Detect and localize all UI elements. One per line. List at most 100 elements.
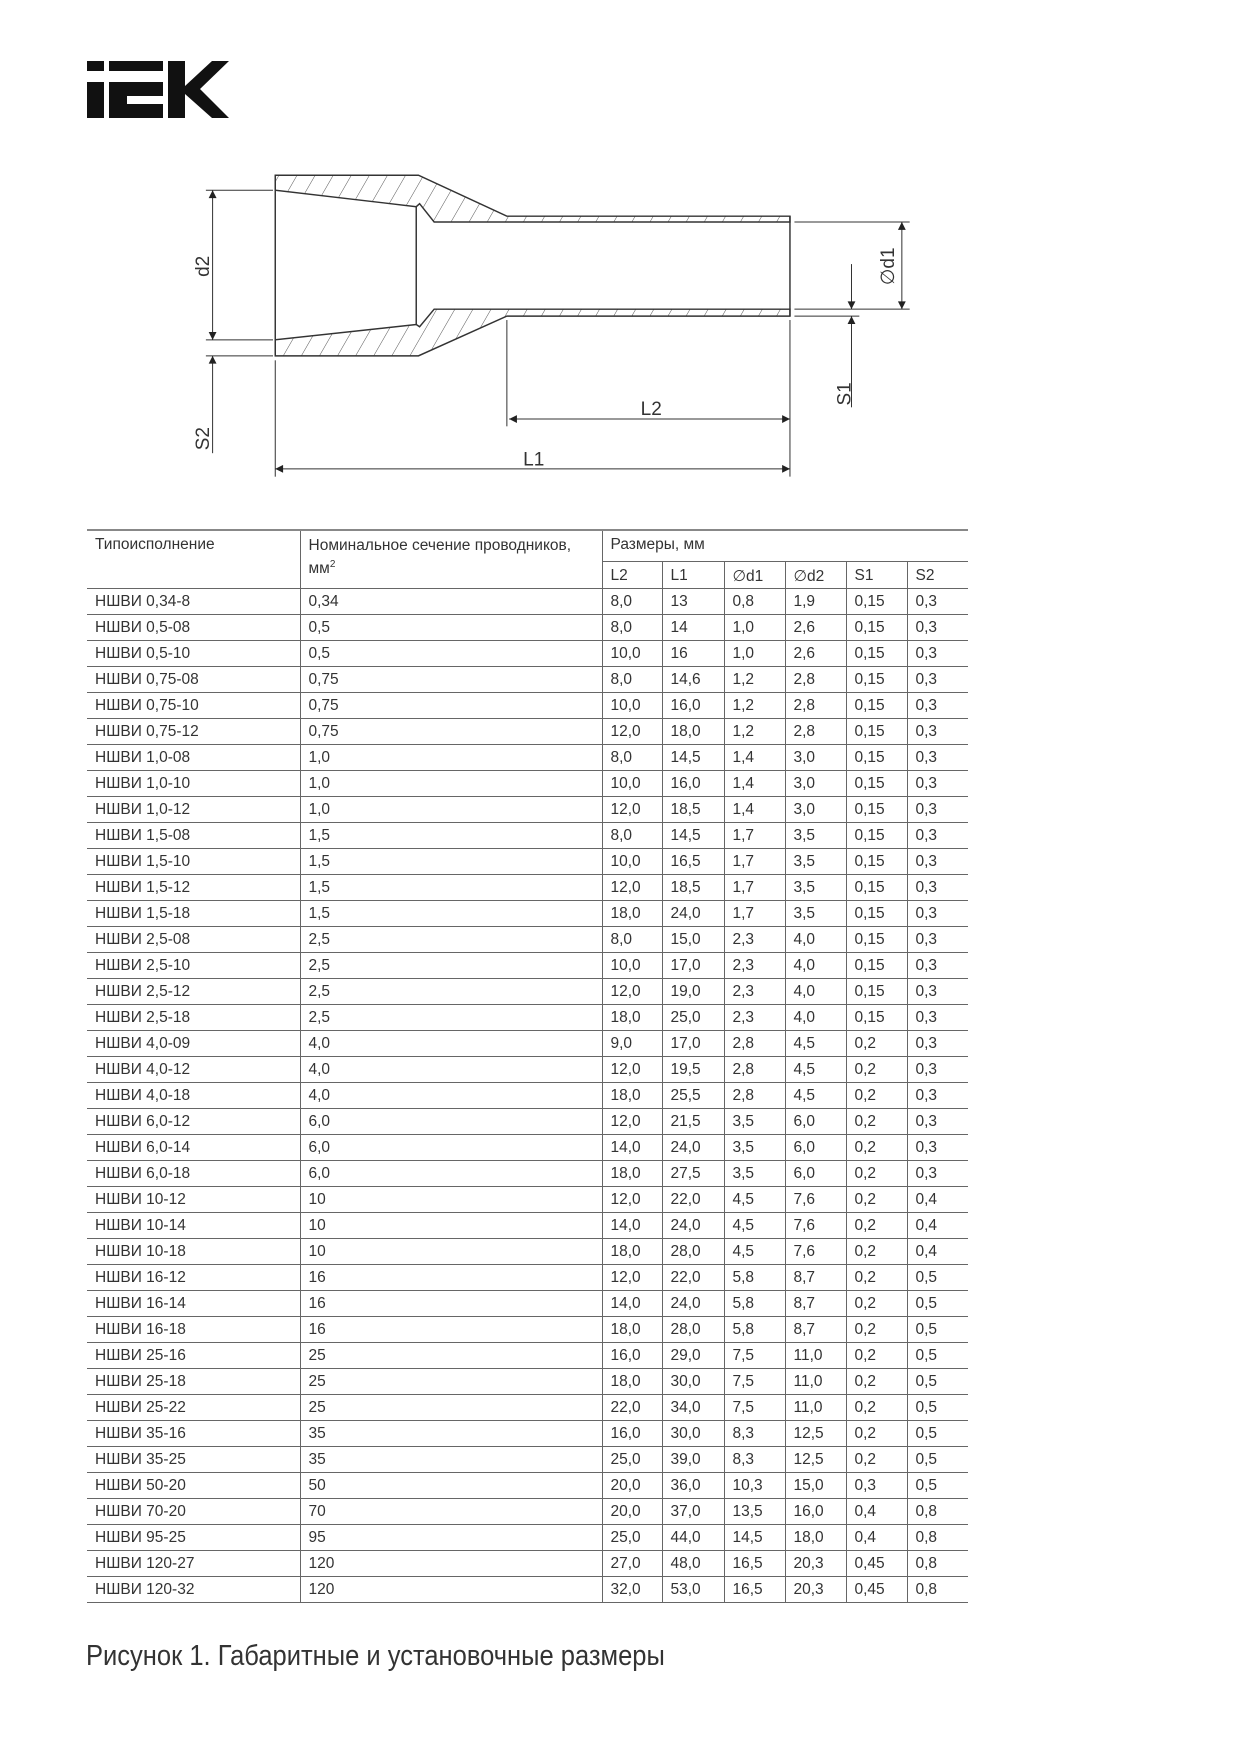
table-row: НШВИ 25-22 25 22,0 34,0 7,5 11,0 0,2 0,5 bbox=[87, 1394, 968, 1421]
table-cell: 10 bbox=[299, 1238, 602, 1265]
table-cell: 28,0 bbox=[661, 1238, 724, 1265]
table-cell: 3,5 bbox=[784, 874, 846, 901]
table-cell: 6,0 bbox=[784, 1160, 846, 1187]
table-cell: 16,0 bbox=[784, 1498, 846, 1525]
table-row: НШВИ 0,75-12 0,75 12,0 18,0 1,2 2,8 0,15 0,3 bbox=[87, 718, 968, 745]
table-cell: 8,3 bbox=[723, 1420, 785, 1447]
table-cell: НШВИ 0,75-08 bbox=[87, 666, 300, 693]
table-cell: 5,8 bbox=[723, 1316, 785, 1343]
table-cell: 0,4 bbox=[906, 1238, 968, 1265]
table-cell: 29,0 bbox=[661, 1342, 724, 1369]
table-cell: 12,0 bbox=[601, 1108, 662, 1135]
table-cell: НШВИ 16-18 bbox=[87, 1316, 300, 1343]
table-cell: 2,8 bbox=[723, 1030, 785, 1057]
table-cell: 0,3 bbox=[906, 926, 968, 953]
table-cell: 16,0 bbox=[661, 770, 724, 797]
table-cell: 0,15 bbox=[845, 770, 907, 797]
table-cell: 16,0 bbox=[661, 692, 724, 719]
table-cell: 48,0 bbox=[661, 1550, 724, 1577]
table-cell: НШВИ 2,5-10 bbox=[87, 952, 300, 979]
table-cell: 0,15 bbox=[845, 926, 907, 953]
table-cell: 6,0 bbox=[784, 1134, 846, 1161]
table-cell: 0,5 bbox=[906, 1290, 968, 1317]
table-cell: 0,15 bbox=[845, 978, 907, 1005]
table-cell: 24,0 bbox=[661, 1134, 724, 1161]
table-cell: 50 bbox=[299, 1472, 602, 1499]
table-cell: 14,5 bbox=[723, 1524, 785, 1551]
table-cell: 24,0 bbox=[661, 900, 724, 927]
table-cell: 3,0 bbox=[784, 796, 846, 823]
table-cell: 18,0 bbox=[601, 1368, 662, 1395]
table-cell: НШВИ 1,5-08 bbox=[87, 822, 300, 849]
table-row: НШВИ 16-18 16 18,0 28,0 5,8 8,7 0,2 0,5 bbox=[87, 1316, 968, 1343]
table-cell: 3,5 bbox=[723, 1160, 785, 1187]
header-col-4: S1 bbox=[845, 561, 907, 589]
table-cell: 1,7 bbox=[723, 874, 785, 901]
table-cell: НШВИ 1,5-18 bbox=[87, 900, 300, 927]
table-cell: 18,0 bbox=[601, 900, 662, 927]
table-cell: 2,8 bbox=[784, 692, 846, 719]
table-cell: 1,0 bbox=[299, 770, 602, 797]
table-cell: 25,5 bbox=[661, 1082, 724, 1109]
table-cell: 0,3 bbox=[906, 692, 968, 719]
table-row: НШВИ 4,0-18 4,0 18,0 25,5 2,8 4,5 0,2 0,3 bbox=[87, 1082, 968, 1109]
table-cell: 1,0 bbox=[723, 640, 785, 667]
table-cell: 4,5 bbox=[723, 1212, 785, 1239]
dim-label-l1: L1 bbox=[523, 449, 544, 470]
table-cell: 120 bbox=[299, 1550, 602, 1577]
table-cell: НШВИ 0,75-12 bbox=[87, 718, 300, 745]
table-cell: НШВИ 25-22 bbox=[87, 1394, 300, 1421]
dim-label-d2: d2 bbox=[193, 256, 214, 277]
table-cell: 0,15 bbox=[845, 640, 907, 667]
table-cell: 0,5 bbox=[906, 1264, 968, 1291]
table-row: НШВИ 120-27 120 27,0 48,0 16,5 20,3 0,45 0,8 bbox=[87, 1550, 968, 1577]
table-cell: 11,0 bbox=[784, 1342, 846, 1369]
table-cell: 6,0 bbox=[299, 1160, 602, 1187]
table-cell: НШВИ 6,0-12 bbox=[87, 1108, 300, 1135]
table-cell: 4,0 bbox=[784, 926, 846, 953]
table-cell: 0,15 bbox=[845, 900, 907, 927]
table-cell: 8,0 bbox=[601, 744, 662, 771]
table-row: НШВИ 6,0-14 6,0 14,0 24,0 3,5 6,0 0,2 0,3 bbox=[87, 1134, 968, 1161]
table-cell: 7,6 bbox=[784, 1212, 846, 1239]
table-cell: 14,0 bbox=[601, 1290, 662, 1317]
table-cell: 14,0 bbox=[601, 1212, 662, 1239]
table-cell: 0,2 bbox=[845, 1368, 907, 1395]
table-row: НШВИ 0,34-8 0,34 8,0 13 0,8 1,9 0,15 0,3 bbox=[87, 588, 968, 615]
table-cell: НШВИ 2,5-08 bbox=[87, 926, 300, 953]
table-cell: 70 bbox=[299, 1498, 602, 1525]
table-cell: 16,0 bbox=[601, 1420, 662, 1447]
table-cell: 22,0 bbox=[601, 1394, 662, 1421]
table-cell: 19,0 bbox=[661, 978, 724, 1005]
table-cell: 0,3 bbox=[906, 848, 968, 875]
table-cell: 2,3 bbox=[723, 1004, 785, 1031]
table-cell: 20,0 bbox=[601, 1498, 662, 1525]
table-cell: 6,0 bbox=[299, 1108, 602, 1135]
table-cell: 0,3 bbox=[906, 978, 968, 1005]
table-cell: 0,4 bbox=[845, 1524, 907, 1551]
table-cell: 7,5 bbox=[723, 1394, 785, 1421]
table-cell: 12,5 bbox=[784, 1446, 846, 1473]
table-cell: 16 bbox=[299, 1290, 602, 1317]
table-cell: 22,0 bbox=[661, 1264, 724, 1291]
table-cell: 17,0 bbox=[661, 1030, 724, 1057]
dim-label-s1: S1 bbox=[834, 382, 855, 405]
table-cell: 25 bbox=[299, 1394, 602, 1421]
table-cell: 16,5 bbox=[661, 848, 724, 875]
header-type: Типоисполнение bbox=[87, 529, 300, 589]
table-cell: НШВИ 4,0-09 bbox=[87, 1030, 300, 1057]
sleeve-top-section bbox=[274, 174, 791, 223]
table-cell: 8,0 bbox=[601, 614, 662, 641]
table-cell: 0,5 bbox=[906, 1446, 968, 1473]
table-cell: НШВИ 16-12 bbox=[87, 1264, 300, 1291]
table-cell: 24,0 bbox=[661, 1290, 724, 1317]
header-col-0: L2 bbox=[601, 561, 662, 589]
table-cell: 0,3 bbox=[906, 822, 968, 849]
table-cell: НШВИ 35-16 bbox=[87, 1420, 300, 1447]
table-cell: 16,0 bbox=[601, 1342, 662, 1369]
table-cell: 16 bbox=[299, 1264, 602, 1291]
dim-label-s2: S2 bbox=[193, 427, 214, 450]
table-cell: 25,0 bbox=[601, 1446, 662, 1473]
table-cell: 0,2 bbox=[845, 1264, 907, 1291]
table-cell: 15,0 bbox=[784, 1472, 846, 1499]
